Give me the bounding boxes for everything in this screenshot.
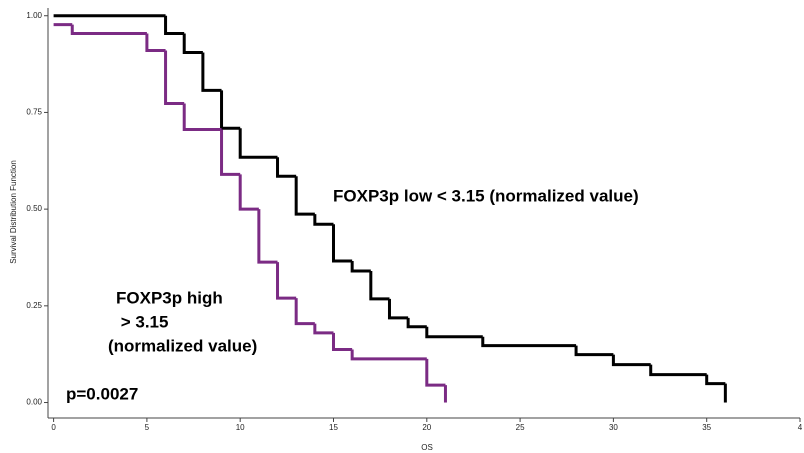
y-tick-label: 0.50 [26, 204, 42, 213]
survival-step [257, 209, 278, 264]
survival-step [331, 224, 353, 263]
survival-step [406, 317, 427, 329]
x-tick-label: 20 [422, 423, 431, 432]
survival-step [145, 33, 166, 53]
survival-step [164, 15, 185, 36]
x-tick-label: 10 [236, 423, 245, 432]
y-tick-label: 0.00 [26, 398, 42, 407]
survival-step [201, 52, 222, 92]
survival-step [276, 262, 297, 300]
survival-step [331, 332, 353, 352]
survival-step [481, 336, 577, 348]
survival-step [649, 364, 707, 377]
survival-step [574, 345, 614, 357]
survival-step [313, 323, 334, 335]
survival-step [220, 129, 241, 176]
annotation: FOXP3p low < 3.15 (normalized value) [333, 186, 639, 205]
x-tick-label: 0 [51, 423, 56, 432]
x-tick-label: 30 [609, 423, 618, 432]
survival-step [238, 128, 278, 159]
x-axis-label: OS [421, 443, 433, 452]
survival-step [182, 103, 222, 131]
survival-step [369, 271, 390, 301]
survival-step [313, 214, 334, 226]
survival-step [294, 176, 315, 216]
survival-step [705, 374, 726, 386]
survival-step [387, 298, 409, 320]
y-tick-label: 0.25 [26, 301, 42, 310]
survival-step [350, 349, 427, 361]
x-tick-label: 25 [516, 423, 525, 432]
survival-step [425, 326, 483, 339]
survival-step [276, 157, 297, 178]
survival-step [294, 298, 315, 326]
x-tick-label: 15 [329, 423, 338, 432]
survival-step [182, 33, 203, 54]
survival-step [350, 260, 371, 273]
annotation: > 3.15 [116, 312, 168, 331]
annotation: (normalized value) [108, 336, 257, 355]
survival-step [425, 358, 446, 387]
annotation: p=0.0027 [66, 384, 138, 403]
survival-step [220, 90, 241, 130]
survival-step [164, 50, 185, 106]
x-tick-label: 4 [798, 423, 803, 432]
survival-step [238, 174, 259, 211]
survival-step [611, 354, 651, 367]
survival-step [70, 24, 147, 36]
x-tick-label: 35 [702, 423, 711, 432]
x-tick-label: 5 [145, 423, 150, 432]
annotation: FOXP3p high [116, 288, 223, 307]
y-tick-label: 1.00 [26, 11, 42, 20]
y-tick-label: 0.75 [26, 108, 42, 117]
y-axis-label: Survival Distribution Function [9, 160, 18, 264]
